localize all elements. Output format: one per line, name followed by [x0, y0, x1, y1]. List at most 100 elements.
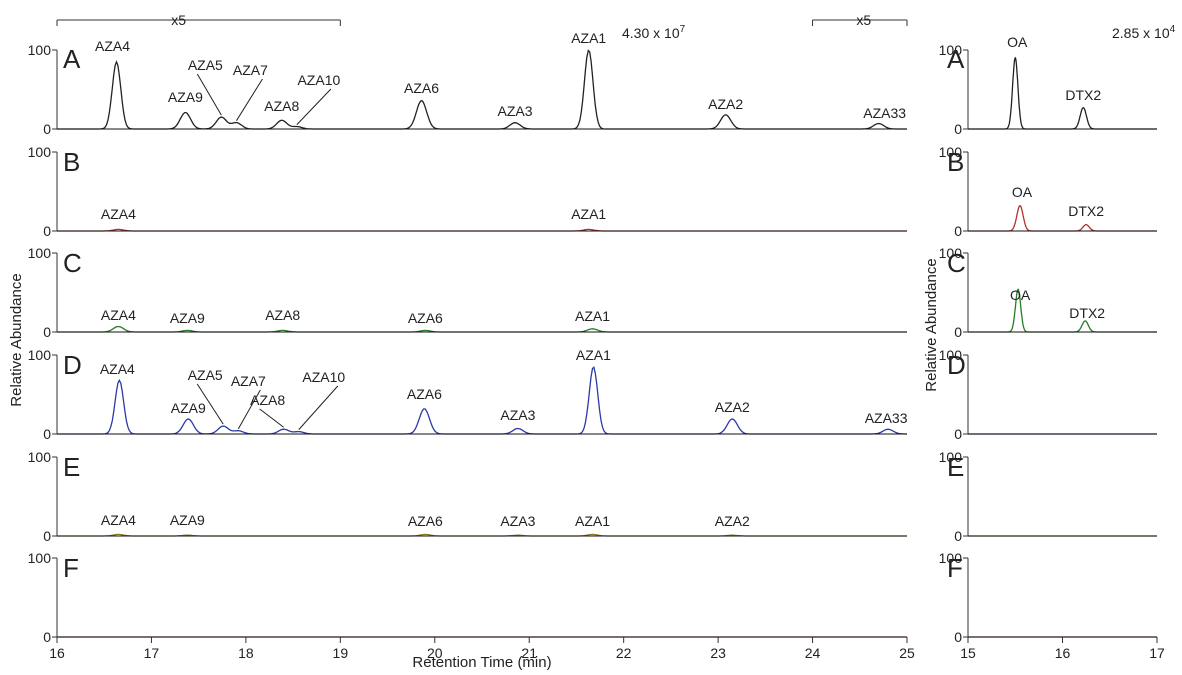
- peak-label-aza9: AZA9: [170, 310, 205, 326]
- panel-letter: A: [63, 44, 81, 74]
- y-tick-label: 100: [28, 449, 52, 465]
- peak-label-aza7: AZA7: [233, 62, 268, 78]
- y-tick-label: 100: [28, 550, 52, 566]
- peak-label-aza6: AZA6: [408, 310, 443, 326]
- x-tick-label: 23: [710, 645, 726, 661]
- peak-label-aza1: AZA1: [576, 347, 611, 363]
- peak-label-aza9: AZA9: [171, 400, 206, 416]
- right-y-axis-title: Relative Abundance: [923, 258, 940, 391]
- leader-line: [237, 389, 261, 430]
- x-tick-label: 20: [427, 645, 443, 661]
- panel-e: 0 100 E AZA4 AZA9 AZA6 AZA3 AZA1 AZA2: [28, 449, 907, 544]
- y-tick-label: 100: [939, 449, 963, 465]
- trace-a: [968, 56, 1157, 130]
- panel-b: 0 100 B AZA4 AZA1: [28, 144, 907, 239]
- x-tick-label: 24: [805, 645, 821, 661]
- x-tick-label: 25: [899, 645, 915, 661]
- y-tick-label: 100: [939, 42, 963, 58]
- peak-label-aza9: AZA9: [170, 512, 205, 528]
- peak-label-aza2: AZA2: [715, 399, 750, 415]
- panel-letter: B: [947, 147, 964, 177]
- right-chromatogram-stack: 0100AOADTX20100BOADTX20100COADTX20100D01…: [939, 34, 1165, 661]
- x-tick-label: 18: [238, 645, 254, 661]
- y-tick-label: 0: [954, 528, 962, 544]
- panel-letter: A: [947, 44, 965, 74]
- leader-line: [196, 73, 222, 116]
- x-tick-label: 15: [960, 645, 976, 661]
- trace-c: [968, 288, 1157, 333]
- panel-a: 0 100 A AZA4 AZA9 AZA5 AZA7 AZA8 AZA10 AZA6 AZA3 AZ…: [28, 30, 907, 137]
- panel-letter: C: [63, 248, 82, 278]
- panel-letter: C: [947, 248, 966, 278]
- peak-label-aza1: AZA1: [575, 308, 610, 324]
- y-tick-label: 0: [954, 629, 962, 645]
- panel-letter: E: [947, 452, 964, 482]
- y-tick-label: 100: [28, 245, 52, 261]
- leader-line: [196, 383, 224, 425]
- panel-letter: D: [947, 350, 966, 380]
- panel-letter: D: [63, 350, 82, 380]
- y-tick-label: 0: [954, 223, 962, 239]
- y-tick-label: 100: [28, 144, 52, 160]
- y-tick-label: 100: [939, 550, 963, 566]
- peak-label-aza8: AZA8: [264, 98, 299, 114]
- y-tick-label: 100: [939, 245, 963, 261]
- zoom-label: x5: [856, 12, 871, 28]
- zoom-bracket: x5: [812, 12, 908, 28]
- panel-c: 0 100 C AZA4 AZA9 AZA8 AZA6 AZA1: [28, 245, 907, 340]
- peak-label-aza3: AZA3: [498, 103, 533, 119]
- peak-label-dtx2: DTX2: [1068, 203, 1104, 219]
- trace-c: [57, 325, 907, 333]
- left-scale-label: 4.30 x 107: [622, 24, 686, 41]
- y-tick-label: 100: [939, 144, 963, 160]
- y-tick-label: 0: [954, 324, 962, 340]
- peak-label-aza8: AZA8: [250, 392, 285, 408]
- peak-label-aza10: AZA10: [297, 72, 340, 88]
- peak-label-oa: OA: [1010, 287, 1031, 303]
- leader-line: [236, 78, 263, 121]
- peak-label-aza33: AZA33: [863, 105, 906, 121]
- peak-label-aza3: AZA3: [500, 407, 535, 423]
- peak-label-aza4: AZA4: [95, 38, 130, 54]
- y-tick-label: 100: [939, 347, 963, 363]
- y-tick-label: 0: [954, 426, 962, 442]
- leader-line: [259, 408, 284, 428]
- peak-label-oa: OA: [1007, 34, 1028, 50]
- peak-label-aza5: AZA5: [188, 57, 223, 73]
- peak-label-aza7: AZA7: [231, 373, 266, 389]
- peak-label-aza5: AZA5: [188, 367, 223, 383]
- peak-label-aza9: AZA9: [168, 89, 203, 105]
- peak-label-dtx2: DTX2: [1069, 305, 1105, 321]
- y-tick-label: 0: [43, 324, 51, 340]
- x-tick-label: 19: [333, 645, 349, 661]
- panel-d: 0 100 D AZA4 AZA9 AZA5 AZA7 AZA8 AZA10 AZA6 AZA3 AZ…: [28, 347, 908, 442]
- leader-line: [298, 385, 339, 430]
- peak-label-aza1: AZA1: [575, 513, 610, 529]
- peak-label-aza4: AZA4: [101, 307, 136, 323]
- peak-label-aza33: AZA33: [865, 410, 908, 426]
- x-tick-label: 16: [49, 645, 65, 661]
- y-tick-label: 0: [43, 121, 51, 137]
- peak-label-aza2: AZA2: [708, 96, 743, 112]
- peak-label-aza6: AZA6: [408, 513, 443, 529]
- left-y-axis-title: Relative Abundance: [8, 273, 25, 406]
- y-tick-label: 100: [28, 347, 52, 363]
- zoom-bracket: x5: [56, 12, 341, 28]
- peak-label-aza8: AZA8: [265, 307, 300, 323]
- y-tick-label: 0: [43, 223, 51, 239]
- panel-letter: B: [63, 147, 80, 177]
- panel-letter: E: [63, 452, 80, 482]
- peak-label-aza6: AZA6: [404, 80, 439, 96]
- y-tick-label: 0: [43, 528, 51, 544]
- y-tick-label: 100: [28, 42, 52, 58]
- peak-label-aza1: AZA1: [571, 30, 606, 46]
